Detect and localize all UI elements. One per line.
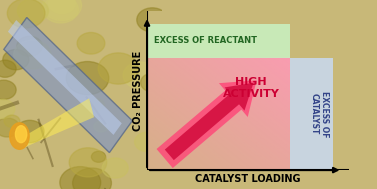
Ellipse shape <box>91 151 106 162</box>
Ellipse shape <box>66 62 109 95</box>
Polygon shape <box>8 20 122 135</box>
Ellipse shape <box>49 0 75 14</box>
Text: HIGH
ACTIVITY: HIGH ACTIVITY <box>222 77 279 99</box>
Ellipse shape <box>150 139 166 151</box>
Ellipse shape <box>3 50 29 70</box>
Polygon shape <box>24 98 94 147</box>
Ellipse shape <box>73 168 112 189</box>
FancyArrowPatch shape <box>156 80 257 168</box>
Ellipse shape <box>15 120 44 143</box>
Ellipse shape <box>141 73 165 92</box>
Ellipse shape <box>0 99 15 119</box>
Ellipse shape <box>4 115 20 127</box>
X-axis label: CATALYST LOADING: CATALYST LOADING <box>195 174 300 184</box>
Y-axis label: CO₂ PRESSURE: CO₂ PRESSURE <box>133 51 143 131</box>
Text: EXCESS OF REACTANT: EXCESS OF REACTANT <box>155 36 257 45</box>
Text: EXCESS OF
CATALYST: EXCESS OF CATALYST <box>310 91 329 137</box>
Ellipse shape <box>60 167 101 189</box>
Ellipse shape <box>17 36 42 56</box>
Ellipse shape <box>0 80 16 99</box>
Ellipse shape <box>89 99 104 111</box>
Ellipse shape <box>77 33 105 54</box>
Ellipse shape <box>43 0 81 20</box>
Ellipse shape <box>98 53 138 84</box>
Ellipse shape <box>123 62 158 89</box>
Ellipse shape <box>102 158 128 178</box>
Ellipse shape <box>148 24 167 39</box>
Ellipse shape <box>7 0 45 28</box>
Ellipse shape <box>10 123 29 149</box>
Ellipse shape <box>137 8 168 32</box>
Ellipse shape <box>135 132 160 152</box>
Ellipse shape <box>69 148 107 177</box>
Polygon shape <box>4 18 132 153</box>
FancyArrowPatch shape <box>165 83 253 160</box>
Ellipse shape <box>94 121 108 132</box>
Ellipse shape <box>0 118 20 137</box>
Ellipse shape <box>14 40 51 69</box>
Ellipse shape <box>0 60 16 77</box>
Bar <box>290 58 333 170</box>
Bar <box>147 24 290 58</box>
Ellipse shape <box>43 0 78 23</box>
Ellipse shape <box>15 126 27 143</box>
Ellipse shape <box>17 0 49 23</box>
